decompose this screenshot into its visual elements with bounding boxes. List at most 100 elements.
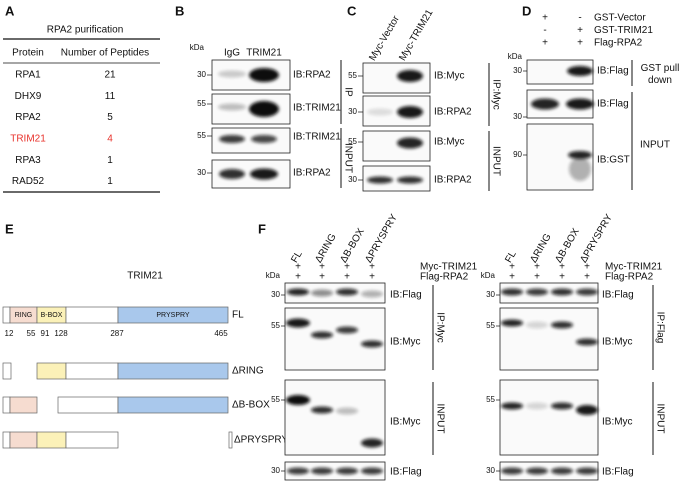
blot-label: IB:Myc: [434, 137, 465, 148]
panel-letter: D: [522, 3, 531, 18]
group-label: INPUT: [640, 140, 670, 151]
band: [336, 326, 358, 334]
condition-sign: +: [559, 262, 565, 273]
band: [567, 66, 593, 76]
kda-marker: 30: [197, 70, 206, 79]
band: [249, 68, 279, 82]
band: [576, 338, 598, 346]
domain: [9, 396, 38, 414]
condition-name: GST-TRIM21: [594, 25, 653, 36]
panel-letter: C: [347, 3, 357, 18]
group-label: INPUT: [490, 146, 501, 176]
blot: [499, 379, 599, 456]
table-cell: 11: [105, 91, 116, 102]
blot-label: IB:Flag: [597, 99, 629, 110]
band: [367, 108, 393, 116]
lane-label: ΔRING: [528, 232, 553, 265]
kda-marker: 30: [486, 466, 495, 475]
band: [311, 467, 333, 475]
blot-label: IB:TRIM21: [293, 103, 341, 114]
table-cell: 21: [104, 70, 116, 81]
condition-name: Myc-TRIM21: [605, 262, 663, 273]
band: [249, 101, 279, 117]
band: [250, 168, 278, 180]
condition-sign: +: [344, 272, 350, 283]
condition-name: Myc-TRIM21: [420, 262, 478, 273]
lane-label: FL: [289, 249, 305, 265]
lane-label: TRIM21: [246, 48, 282, 59]
condition-sign: +: [584, 272, 590, 283]
group-label: GST pull down: [640, 63, 680, 86]
table-cell: RPA2: [15, 112, 41, 123]
group-label: INPUT: [342, 143, 353, 173]
condition-sign: +: [369, 262, 375, 273]
blot-label: IB:RPA2: [293, 168, 331, 179]
table-header: Number of Peptides: [61, 48, 149, 59]
kda-marker: 30: [486, 290, 495, 299]
blot-label: IB:Myc: [602, 337, 633, 348]
group-label: IP: [342, 87, 353, 97]
blot-label: IB:TRIM21: [293, 132, 341, 143]
domain: [65, 431, 119, 449]
band: [219, 169, 245, 179]
band: [576, 467, 598, 475]
domain: [117, 396, 229, 414]
construct-label: ΔRING: [232, 366, 264, 377]
condition-sign: +: [542, 38, 548, 49]
blot-label: IB:Myc: [602, 417, 633, 428]
band: [569, 157, 591, 181]
band: [551, 467, 573, 475]
condition-sign: -: [578, 13, 581, 24]
position: 91: [41, 329, 50, 338]
band: [501, 319, 523, 327]
condition-name: Flag-RPA2: [605, 272, 654, 283]
condition-sign: -: [543, 25, 546, 36]
condition-sign: +: [509, 272, 515, 283]
group-label: INPUT: [434, 404, 445, 434]
blot-label: IB:Flag: [390, 467, 422, 478]
lane-label: FL: [503, 249, 519, 265]
kda-marker: 30: [513, 66, 522, 75]
kda-marker: 30: [513, 112, 522, 121]
band: [218, 103, 246, 111]
table-header: Protein: [12, 48, 44, 59]
domain-name: RING: [15, 312, 33, 319]
band: [218, 70, 246, 78]
condition-sign: +: [295, 262, 301, 273]
lane-label: IgG: [224, 48, 240, 59]
blot-label: IB:RPA2: [434, 175, 472, 186]
blot: [211, 127, 291, 154]
panel-letter: F: [258, 221, 266, 236]
condition-sign: +: [319, 272, 325, 283]
band: [397, 70, 423, 82]
group-label: IP:Myc: [490, 79, 501, 110]
kda-marker: 55: [271, 395, 280, 404]
blot-label: IB:Myc: [390, 337, 421, 348]
kda-marker: 30: [197, 168, 206, 177]
blot: [284, 307, 386, 371]
condition-name: GST-Vector: [594, 13, 646, 24]
construct-label: ΔB-BOX: [232, 400, 270, 411]
band: [287, 467, 309, 475]
band: [367, 176, 393, 184]
blot-label: IB:RPA2: [293, 70, 331, 81]
condition-name: Flag-RPA2: [594, 38, 643, 49]
kda-label: kDa: [508, 52, 523, 61]
kda-marker: 55: [486, 395, 495, 404]
kda-label: kDa: [190, 43, 205, 52]
band: [361, 467, 383, 475]
domain-name: B-BOX: [41, 312, 63, 319]
blot-label: IB:RPA2: [434, 107, 472, 118]
band: [501, 467, 523, 475]
lane-label: Myc-Vector: [367, 13, 402, 62]
domain: [65, 362, 119, 380]
band: [311, 406, 333, 414]
table-cell: TRIM21: [10, 134, 46, 145]
domain: [228, 431, 233, 449]
domain: [36, 362, 67, 380]
condition-sign: +: [534, 262, 540, 273]
kda-marker: 55: [348, 137, 357, 146]
domain: [2, 362, 12, 380]
